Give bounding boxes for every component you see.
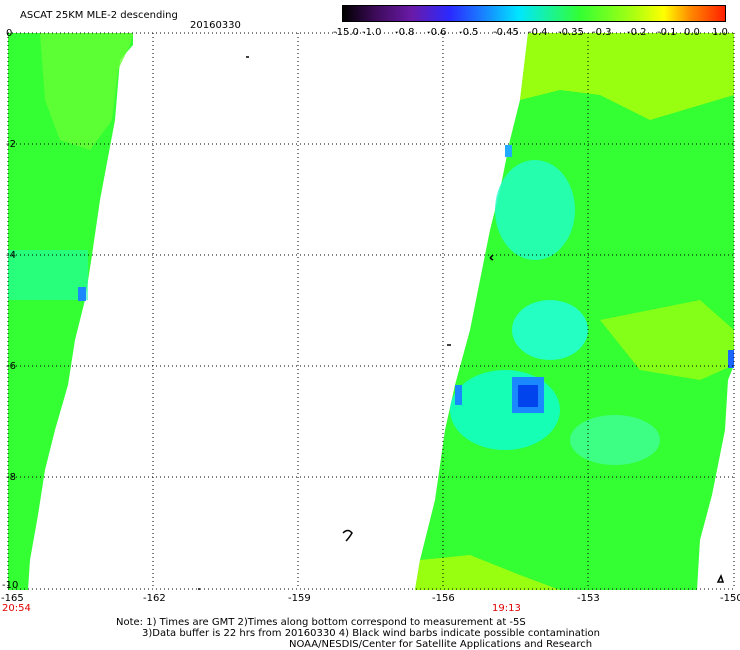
right-swath-yellowgreen-top <box>520 33 734 120</box>
x-tick-label: -153 <box>577 593 600 604</box>
colorbar-label: -0.6 <box>427 27 447 38</box>
colorbar-label: -15.0 <box>333 27 359 38</box>
blue-pixel-top <box>505 145 512 157</box>
colorbar-label: -0.4 <box>528 27 548 38</box>
x-tick-label: -159 <box>288 593 311 604</box>
colorbar-label: -0.35 <box>558 27 584 38</box>
note-line-2: 3)Data buffer is 22 hrs from 20160330 4)… <box>142 628 600 639</box>
pass-time-right: 19:13 <box>492 603 521 614</box>
cyan-region-right <box>570 415 660 465</box>
colorbar-label: -1.0 <box>362 27 382 38</box>
pass-time-left: 20:54 <box>2 603 31 614</box>
colorbar-label: 1.0 <box>712 27 728 38</box>
right-swath-yellowgreen-bottom <box>415 555 560 590</box>
x-tick-label: -156 <box>432 593 455 604</box>
note-line-3: NOAA/NESDIS/Center for Satellite Applica… <box>289 639 593 650</box>
y-tick-label: -4 <box>6 250 16 261</box>
colorbar-label: 0.0 <box>684 27 700 38</box>
colorbar <box>342 5 726 22</box>
x-tick-label: -150 <box>720 593 740 604</box>
note-line-1: Note: 1) Times are GMT 2)Times along bot… <box>116 617 526 628</box>
x-tick-label: -165 <box>1 593 24 604</box>
blue-pixel-edge <box>455 385 462 405</box>
blue-pixel-right-edge <box>728 350 734 368</box>
colorbar-label: -0.3 <box>592 27 612 38</box>
right-swath-yellowgreen-mid <box>600 300 734 380</box>
y-tick-label: -2 <box>6 139 16 150</box>
colorbar-label: -0.2 <box>627 27 647 38</box>
left-swath-blue-pixel <box>78 287 86 301</box>
low-value-core-center <box>518 385 538 407</box>
y-tick-label: 0 <box>6 28 13 39</box>
colorbar-label: -0.45 <box>493 27 519 38</box>
colorbar-label: -0.5 <box>459 27 479 38</box>
grid-lines <box>7 32 735 590</box>
y-tick-label: -10 <box>2 580 19 591</box>
y-tick-label: -8 <box>6 472 16 483</box>
x-tick-label: -162 <box>143 593 166 604</box>
left-swath-cyan-patch <box>8 250 88 300</box>
cyan-region-mid <box>512 300 588 360</box>
map-title: ASCAT 25KM MLE-2 descending <box>20 10 178 21</box>
colorbar-label: -0.1 <box>657 27 677 38</box>
y-tick-label: -6 <box>6 361 16 372</box>
left-swath-light-patch <box>40 33 133 150</box>
cyan-region-upper <box>495 160 575 260</box>
map-date: 20160330 <box>190 20 241 31</box>
wind-barbs <box>198 56 725 590</box>
left-swath <box>8 33 133 590</box>
colorbar-label: -0.8 <box>395 27 415 38</box>
